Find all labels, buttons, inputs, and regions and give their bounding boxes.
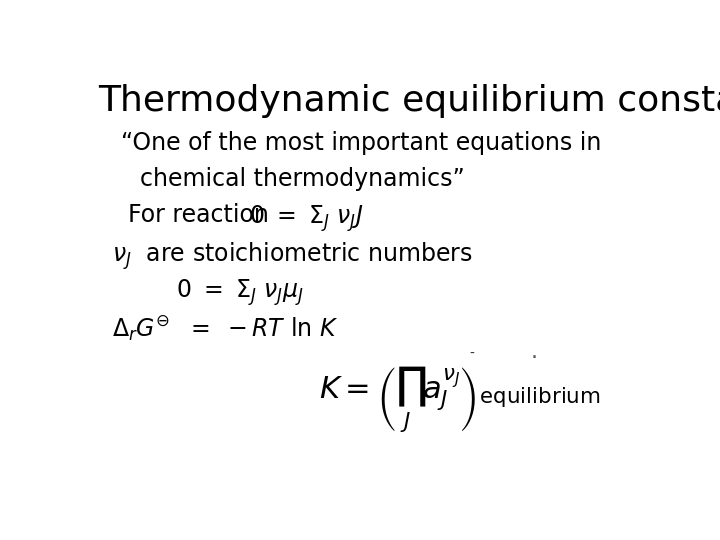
Text: .: . [531,342,538,362]
Text: $\Delta_r G^{\ominus}\ \ =\ -RT\ \mathrm{ln}\ K$: $\Delta_r G^{\ominus}\ \ =\ -RT\ \mathrm… [112,314,338,343]
Text: For reaction: For reaction [128,203,269,227]
Text: -: - [469,347,474,361]
Text: $K = \left(\prod_J a_J^{\nu_J}\right)_{\mathrm{equilibrium}}$: $K = \left(\prod_J a_J^{\nu_J}\right)_{\… [319,364,600,435]
Text: Thermodynamic equilibrium constant: Thermodynamic equilibrium constant [99,84,720,118]
Text: $0\ =\ \Sigma_J\ \nu_J \mu_J$: $0\ =\ \Sigma_J\ \nu_J \mu_J$ [176,277,305,308]
Text: $\nu_J$  are stoichiometric numbers: $\nu_J$ are stoichiometric numbers [112,240,473,272]
Text: “One of the most important equations in: “One of the most important equations in [121,131,601,156]
Text: $0\ =\ \Sigma_J\ \nu_J J$: $0\ =\ \Sigma_J\ \nu_J J$ [249,203,364,233]
Text: chemical thermodynamics”: chemical thermodynamics” [140,167,465,191]
